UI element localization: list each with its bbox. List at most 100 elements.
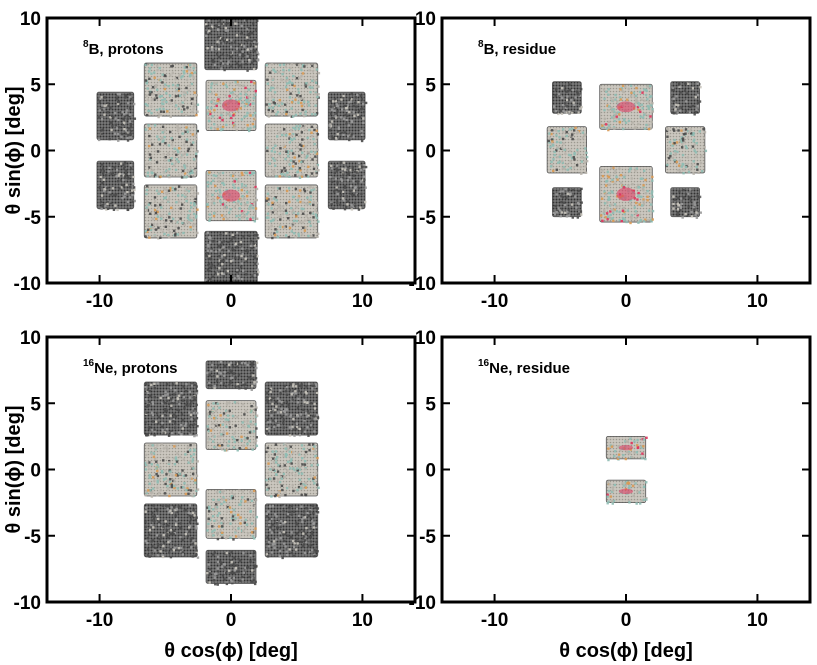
heatmap-speck <box>312 526 316 529</box>
heatmap-speck <box>211 553 215 556</box>
heatmap-speck <box>166 487 170 491</box>
heatmap-speck <box>265 515 269 518</box>
heatmap-speck <box>235 246 239 249</box>
heatmap-speck <box>186 216 190 220</box>
heatmap-speck <box>244 383 247 386</box>
heatmap-speck <box>175 201 178 204</box>
heatmap-speck <box>225 425 228 428</box>
heatmap-speck <box>646 98 649 101</box>
heatmap-speck <box>282 401 286 405</box>
heatmap-speck <box>336 192 339 196</box>
heatmap-speck <box>678 190 681 193</box>
heatmap-speck <box>634 101 638 104</box>
heatmap-speck <box>147 203 151 206</box>
heatmap-speck <box>271 211 274 214</box>
heatmap-speck <box>615 205 618 208</box>
heatmap-speck <box>97 98 100 101</box>
heatmap-speck <box>208 269 211 273</box>
heatmap-speck <box>611 211 615 215</box>
heatmap-region <box>552 187 583 219</box>
heatmap-speck <box>274 144 277 148</box>
heatmap-speck <box>183 140 187 144</box>
heatmap-speck <box>287 155 290 158</box>
heatmap-speck <box>635 99 639 103</box>
heatmap-speck <box>186 535 190 538</box>
heatmap-speck <box>208 90 212 93</box>
heatmap-speck <box>182 91 185 94</box>
heatmap-speck <box>646 85 650 88</box>
heatmap-speck <box>310 131 313 134</box>
heatmap-speck <box>210 249 213 253</box>
heatmap-speck <box>276 397 280 400</box>
heatmap-speck <box>283 492 286 495</box>
heatmap-speck <box>283 132 286 135</box>
heatmap-speck <box>129 123 133 127</box>
heatmap-speck <box>196 488 200 491</box>
heatmap-speck <box>282 410 286 413</box>
heatmap-speck <box>303 519 307 523</box>
heatmap-speck <box>271 505 275 508</box>
heatmap-speck <box>216 196 219 200</box>
heatmap-speck <box>114 193 118 196</box>
heatmap-speck <box>238 98 241 101</box>
heatmap-speck <box>214 184 217 188</box>
heatmap-speck <box>208 171 211 174</box>
heatmap-speck <box>682 139 685 142</box>
heatmap-speck <box>291 539 295 543</box>
heatmap-speck <box>231 174 235 178</box>
heatmap-speck <box>633 95 636 98</box>
heatmap-speck <box>239 96 243 100</box>
heatmap-speck <box>213 267 216 270</box>
heatmap-speck <box>189 537 193 540</box>
heatmap-speck <box>276 470 280 473</box>
heatmap-hotspot <box>222 99 240 112</box>
heatmap-speck <box>290 149 293 152</box>
heatmap-speck <box>284 209 288 212</box>
heatmap-speck <box>246 201 249 204</box>
heatmap-speck <box>569 134 572 137</box>
heatmap-speck <box>333 104 337 107</box>
heatmap-speck <box>265 450 268 454</box>
heatmap-speck <box>254 254 257 257</box>
heatmap-speck <box>165 188 168 192</box>
heatmap-speck <box>215 572 218 575</box>
heatmap-speck <box>193 103 196 107</box>
heatmap-speck <box>155 83 158 87</box>
heatmap-speck <box>233 88 236 91</box>
heatmap-speck <box>278 175 282 178</box>
heatmap-speck <box>567 208 570 212</box>
heatmap-speck <box>315 173 318 177</box>
heatmap-speck <box>118 92 122 96</box>
heatmap-speck <box>684 145 688 148</box>
heatmap-speck <box>268 106 271 110</box>
heatmap-speck <box>624 481 627 484</box>
heatmap-speck <box>692 131 695 135</box>
heatmap-speck <box>631 484 635 488</box>
heatmap-speck <box>176 150 180 154</box>
heatmap-speck <box>148 467 151 471</box>
heatmap-speck <box>304 85 308 88</box>
heatmap-speck <box>191 171 194 175</box>
heatmap-speck <box>316 163 320 167</box>
heatmap-speck <box>695 141 698 145</box>
heatmap-speck <box>150 72 153 75</box>
heatmap-speck <box>283 226 286 229</box>
heatmap-speck <box>240 182 244 186</box>
heatmap-speck <box>194 159 197 163</box>
heatmap-speck <box>184 389 188 393</box>
heatmap-speck <box>331 117 334 120</box>
heatmap-speck <box>603 191 607 195</box>
heatmap-speck <box>127 114 131 118</box>
heatmap-speck <box>236 109 240 113</box>
heatmap-speck <box>224 256 227 259</box>
heatmap-speck <box>349 189 352 193</box>
heatmap-speck <box>340 96 344 99</box>
heatmap-speck <box>641 106 644 110</box>
heatmap-speck <box>223 552 226 555</box>
heatmap-speck <box>183 143 186 147</box>
heatmap-speck <box>186 149 190 153</box>
heatmap-speck <box>266 446 270 450</box>
heatmap-speck <box>251 423 254 426</box>
heatmap-speck <box>208 374 211 377</box>
